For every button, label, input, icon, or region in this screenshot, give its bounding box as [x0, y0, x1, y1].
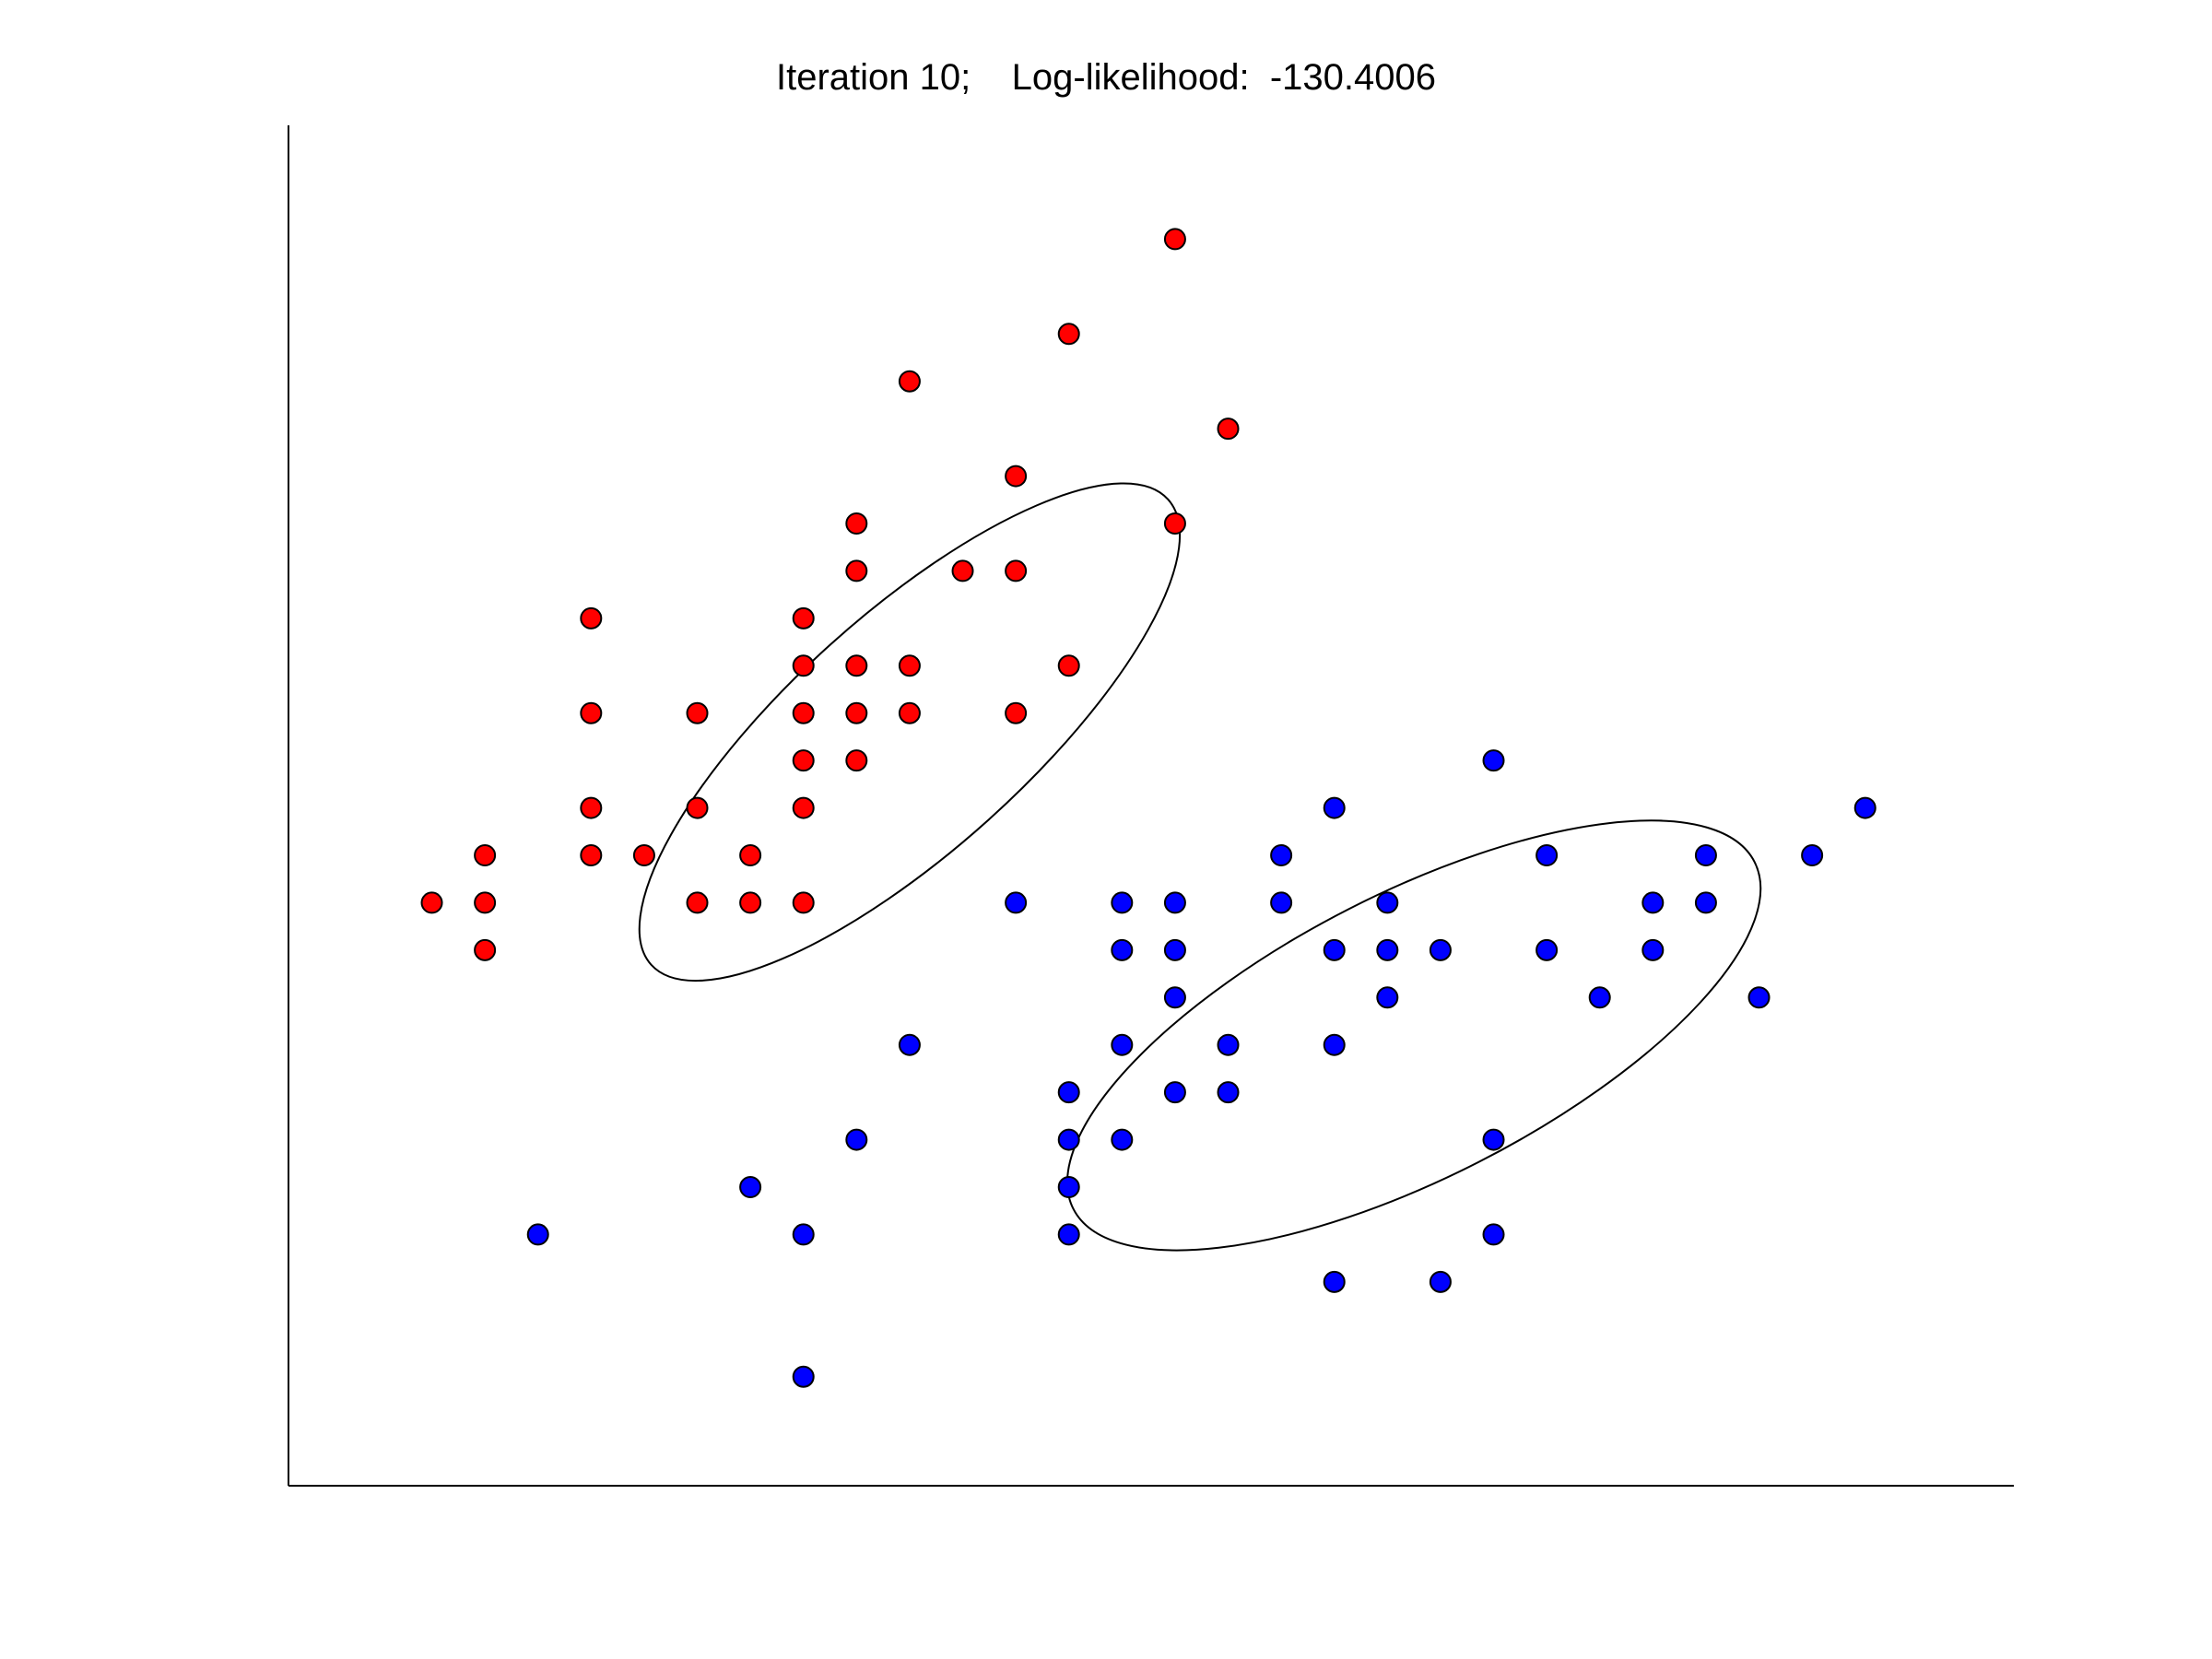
cluster-ellipse-1: [638, 482, 1182, 982]
data-point-series2-34: [1482, 1128, 1505, 1151]
data-point-series2-9: [1057, 1176, 1080, 1198]
data-point-series2-18: [1163, 938, 1186, 961]
data-point-series2-17: [1163, 986, 1186, 1009]
data-point-series2-23: [1270, 844, 1293, 866]
data-point-series1-18: [792, 701, 815, 724]
data-point-series1-10: [686, 891, 709, 914]
data-point-series2-28: [1376, 986, 1399, 1009]
data-point-series1-23: [845, 654, 868, 677]
data-point-series1-29: [951, 559, 974, 582]
data-point-series1-27: [898, 654, 921, 677]
data-point-series2-33: [1482, 1223, 1505, 1246]
data-point-series2-26: [1323, 938, 1346, 961]
data-point-series2-22: [1270, 891, 1293, 914]
data-point-series1-33: [1057, 654, 1080, 677]
data-point-series2-2: [739, 1176, 762, 1198]
data-point-series2-36: [1535, 938, 1559, 961]
chart-title: Iteration 10; Log-likelihood: -130.4006: [775, 57, 1437, 98]
data-point-series1-14: [739, 844, 762, 866]
data-point-series1-11: [686, 796, 709, 819]
data-point-series1-24: [845, 559, 868, 582]
data-point-series2-1: [526, 1223, 549, 1246]
data-point-series2-7: [1005, 891, 1028, 914]
data-point-series2-41: [1694, 891, 1717, 914]
data-point-series2-35: [1482, 749, 1505, 772]
data-point-series1-28: [898, 370, 921, 393]
data-point-series1-35: [1163, 512, 1186, 535]
data-point-series2-16: [1163, 1081, 1186, 1104]
data-point-series2-14: [1111, 938, 1134, 961]
data-point-series1-9: [632, 844, 655, 866]
data-point-series2-19: [1163, 891, 1186, 914]
data-point-series1-22: [845, 701, 868, 724]
data-point-series2-8: [1057, 1223, 1080, 1246]
data-point-series1-25: [845, 512, 868, 535]
data-point-series1-8: [580, 606, 603, 629]
data-point-series2-39: [1641, 938, 1665, 961]
data-point-series1-7: [580, 701, 603, 724]
data-point-series2-5: [845, 1128, 868, 1151]
data-point-series2-11: [1057, 1081, 1080, 1104]
data-point-series2-29: [1376, 938, 1399, 961]
data-point-series2-37: [1535, 844, 1559, 866]
data-point-series1-13: [739, 891, 762, 914]
data-point-series1-6: [580, 796, 603, 819]
data-point-series1-32: [1005, 465, 1028, 488]
data-point-series1-37: [1217, 418, 1240, 441]
data-point-series2-3: [792, 1365, 815, 1388]
data-point-series1-1: [420, 891, 443, 914]
data-point-series1-4: [474, 844, 497, 866]
data-point-series2-15: [1111, 891, 1134, 914]
data-point-series2-31: [1429, 1270, 1452, 1293]
data-point-series1-15: [792, 891, 815, 914]
data-point-series1-36: [1163, 228, 1186, 251]
data-point-series2-4: [792, 1223, 815, 1246]
data-point-series2-27: [1323, 796, 1346, 819]
data-point-series2-24: [1323, 1270, 1346, 1293]
data-point-series2-20: [1217, 1081, 1240, 1104]
data-point-series2-25: [1323, 1033, 1346, 1056]
data-point-series2-43: [1747, 986, 1771, 1009]
data-point-series2-12: [1111, 1128, 1134, 1151]
data-point-series2-32: [1429, 938, 1452, 961]
data-point-series2-10: [1057, 1128, 1080, 1151]
data-point-series1-21: [845, 749, 868, 772]
data-point-series1-30: [1005, 701, 1028, 724]
point-layer: [420, 228, 1877, 1388]
data-point-series2-44: [1801, 844, 1824, 866]
data-point-series1-2: [474, 891, 497, 914]
data-point-series1-5: [580, 844, 603, 866]
data-point-series2-13: [1111, 1033, 1134, 1056]
data-point-series2-38: [1588, 986, 1611, 1009]
cluster-ellipse-2: [1066, 819, 1762, 1252]
data-point-series1-34: [1057, 323, 1080, 346]
data-point-series1-31: [1005, 559, 1028, 582]
ellipse-layer: [638, 482, 1762, 1252]
data-point-series1-12: [686, 701, 709, 724]
data-point-series1-26: [898, 701, 921, 724]
data-point-series2-21: [1217, 1033, 1240, 1056]
data-point-series1-17: [792, 749, 815, 772]
data-point-series1-3: [474, 938, 497, 961]
data-point-series2-6: [898, 1033, 921, 1056]
data-point-series1-19: [792, 654, 815, 677]
data-point-series1-20: [792, 606, 815, 629]
data-point-series2-30: [1376, 891, 1399, 914]
data-point-series2-45: [1853, 796, 1877, 819]
data-point-series2-40: [1641, 891, 1665, 914]
data-point-series1-16: [792, 796, 815, 819]
data-point-series2-42: [1694, 844, 1717, 866]
